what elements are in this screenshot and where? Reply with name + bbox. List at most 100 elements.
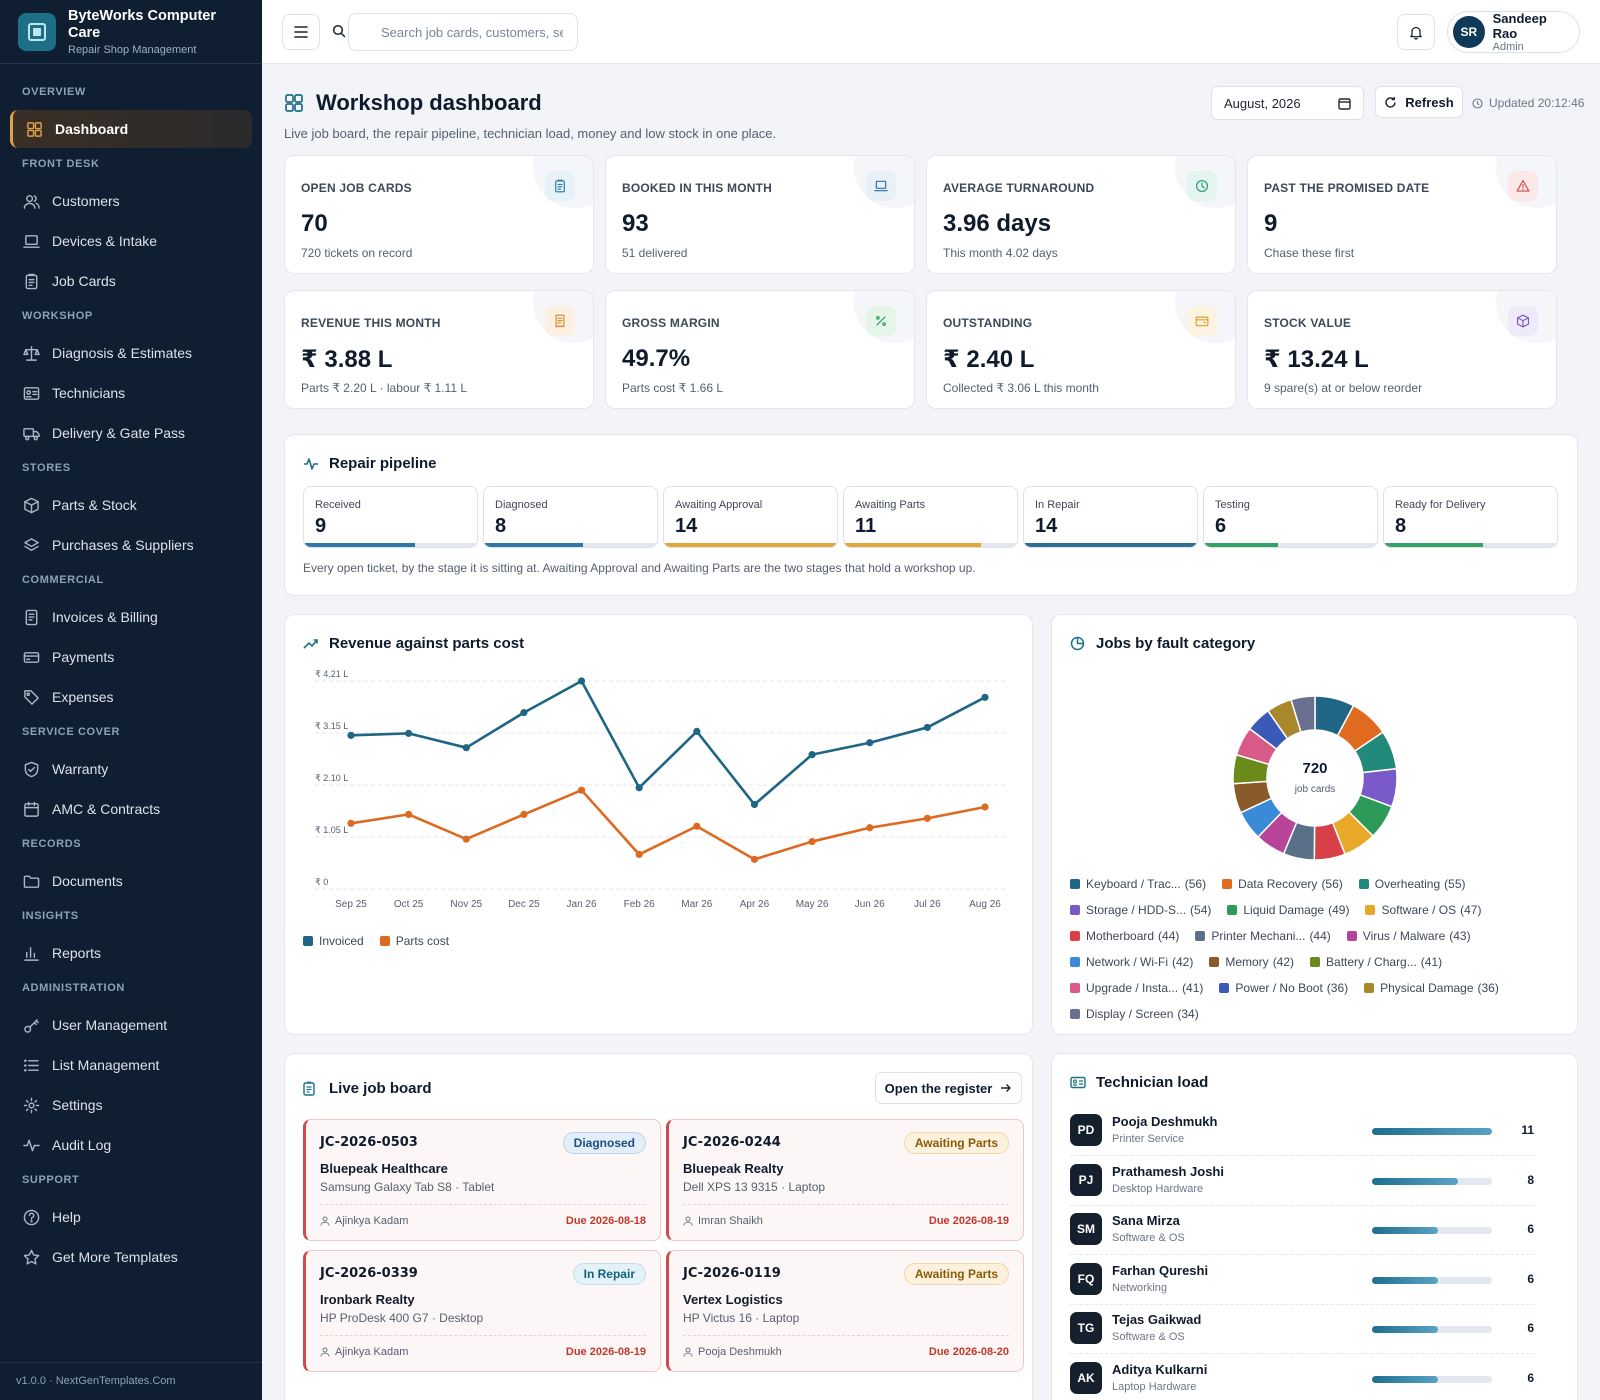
- data-point[interactable]: [405, 810, 413, 818]
- sidebar-item-settings[interactable]: Settings: [10, 1086, 252, 1124]
- pipeline-stage[interactable]: Awaiting Approval 14: [663, 486, 838, 548]
- job-device: Samsung Galaxy Tab S8 · Tablet: [320, 1180, 495, 1194]
- kpi-value: ₹ 3.88 L: [301, 346, 393, 373]
- data-point[interactable]: [750, 855, 759, 863]
- revenue-line-chart: ₹ 0 ₹ 1.05 L ₹ 2.10 L ₹ 3.15 L ₹ 4.21 L Sep 2…: [315, 669, 1007, 910]
- technician-row[interactable]: PJ Prathamesh Joshi Desktop Hardware 8: [1070, 1156, 1534, 1206]
- data-point[interactable]: [923, 723, 931, 732]
- sidebar-item-reports[interactable]: Reports: [10, 934, 252, 972]
- menu-toggle-button[interactable]: [282, 14, 320, 50]
- kpi-value: 3.96 days: [943, 210, 1052, 237]
- legend-swatch: [1195, 931, 1206, 941]
- data-point[interactable]: [347, 819, 355, 827]
- pipeline-title: Repair pipeline: [329, 455, 437, 472]
- month-picker[interactable]: August, 2026: [1211, 86, 1364, 120]
- data-point[interactable]: [750, 800, 759, 809]
- job-device: Dell XPS 13 9315 · Laptop: [683, 1180, 826, 1194]
- pipeline-stage[interactable]: Diagnosed 8: [483, 486, 658, 548]
- legend-label: Battery / Charg...: [1326, 955, 1417, 969]
- donut-center-value: 720: [1302, 760, 1327, 777]
- job-id: JC-2026-0503: [320, 1135, 418, 1150]
- data-point[interactable]: [635, 850, 643, 859]
- legend-swatch: [379, 936, 390, 946]
- sidebar-item-expenses[interactable]: Expenses: [10, 678, 252, 716]
- user-menu[interactable]: SR Sandeep Rao Admin: [1447, 11, 1580, 53]
- legend-item: Physical Damage (36): [1364, 975, 1499, 1001]
- data-point[interactable]: [981, 693, 989, 701]
- sidebar-item-dashboard[interactable]: Dashboard: [10, 110, 252, 148]
- x-tick-label: Apr 26: [740, 899, 770, 910]
- sidebar-item-customers[interactable]: Customers: [10, 182, 252, 220]
- data-point[interactable]: [693, 822, 701, 830]
- technician-row[interactable]: TG Tejas Gaikwad Software & OS 6: [1070, 1304, 1534, 1354]
- data-point[interactable]: [405, 729, 413, 737]
- search-input[interactable]: [348, 13, 578, 51]
- technician-row[interactable]: PD Pooja Deshmukh Printer Service 11: [1070, 1106, 1534, 1156]
- data-point[interactable]: [577, 786, 586, 794]
- trend-icon: [303, 638, 318, 649]
- sidebar-item-audit-log[interactable]: Audit Log: [10, 1126, 252, 1164]
- notifications-button[interactable]: [1397, 14, 1435, 50]
- technician-row[interactable]: FQ Farhan Qureshi Networking 6: [1070, 1255, 1534, 1305]
- legend-swatch: [1070, 983, 1080, 993]
- data-point[interactable]: [347, 731, 355, 739]
- sidebar-item-user-management[interactable]: User Management: [10, 1006, 252, 1044]
- sidebar-item-delivery-gate-pass[interactable]: Delivery & Gate Pass: [10, 414, 252, 452]
- data-point[interactable]: [866, 739, 874, 747]
- sidebar-item-invoices-billing[interactable]: Invoices & Billing: [10, 598, 252, 636]
- donut-slice[interactable]: [1290, 695, 1316, 734]
- sidebar-item-technicians[interactable]: Technicians: [10, 374, 252, 412]
- pipeline-stage[interactable]: Awaiting Parts 11: [843, 486, 1018, 548]
- sidebar-item-purchases-suppliers[interactable]: Purchases & Suppliers: [10, 526, 252, 564]
- sidebar-item-payments[interactable]: Payments: [10, 638, 252, 676]
- x-tick-label: Mar 26: [681, 899, 713, 910]
- load-bar-track: [1372, 1326, 1492, 1333]
- data-point[interactable]: [808, 837, 816, 846]
- data-point[interactable]: [866, 824, 874, 832]
- data-point[interactable]: [577, 677, 586, 685]
- sidebar-item-devices-intake[interactable]: Devices & Intake: [10, 222, 252, 260]
- refresh-button[interactable]: Refresh: [1375, 86, 1463, 118]
- data-point[interactable]: [520, 810, 528, 818]
- star-icon: [22, 1248, 40, 1266]
- x-tick-label: Nov 25: [450, 899, 482, 910]
- legend-item: Invoiced: [303, 928, 364, 954]
- job-card[interactable]: JC-2026-0503 Diagnosed Bluepeak Healthcare…: [303, 1119, 661, 1241]
- data-point[interactable]: [981, 803, 989, 811]
- pipeline-stage[interactable]: In Repair 14: [1023, 486, 1198, 548]
- job-card[interactable]: JC-2026-0244 Awaiting Parts Bluepeak Realt…: [666, 1119, 1024, 1241]
- job-card[interactable]: JC-2026-0339 In Repair Ironbark Realty HP P…: [303, 1250, 661, 1372]
- sidebar-item-job-cards[interactable]: Job Cards: [10, 262, 252, 300]
- open-register-button[interactable]: Open the register: [875, 1072, 1022, 1104]
- legend-swatch: [303, 936, 313, 946]
- technician-row[interactable]: AK Aditya Kulkarni Laptop Hardware 6: [1070, 1354, 1534, 1400]
- pipeline-stage[interactable]: Ready for Delivery 8: [1383, 486, 1558, 548]
- data-point[interactable]: [693, 727, 701, 735]
- job-device: HP ProDesk 400 G7 · Desktop: [320, 1311, 484, 1325]
- sidebar-item-parts-stock[interactable]: Parts & Stock: [10, 486, 252, 524]
- sidebar-item-help[interactable]: Help: [10, 1198, 252, 1236]
- data-point[interactable]: [520, 709, 528, 717]
- sidebar-item-warranty[interactable]: Warranty: [10, 750, 252, 788]
- pipeline-stage[interactable]: Testing 6: [1203, 486, 1378, 548]
- data-point[interactable]: [462, 835, 470, 843]
- job-card[interactable]: JC-2026-0119 Awaiting Parts Vertex Logisti…: [666, 1250, 1024, 1372]
- sidebar-item-amc-contracts[interactable]: AMC & Contracts: [10, 790, 252, 828]
- sidebar-item-diagnosis-estimates[interactable]: Diagnosis & Estimates: [10, 334, 252, 372]
- data-point[interactable]: [462, 744, 470, 752]
- sidebar-item-list-management[interactable]: List Management: [10, 1046, 252, 1084]
- pipeline-stage[interactable]: Received 9: [303, 486, 478, 548]
- kpi-label: Open job cards: [301, 181, 412, 195]
- technician-row[interactable]: SM Sana Mirza Software & OS 6: [1070, 1205, 1534, 1255]
- x-tick-label: Oct 25: [394, 899, 424, 910]
- job-count: 11: [1521, 1123, 1534, 1137]
- sidebar-item-label: Purchases & Suppliers: [52, 537, 194, 553]
- sidebar-item-documents[interactable]: Documents: [10, 862, 252, 900]
- sidebar-item-label: Reports: [52, 945, 102, 961]
- refresh-icon: [1385, 96, 1396, 108]
- data-point[interactable]: [808, 751, 816, 759]
- data-point[interactable]: [635, 784, 643, 792]
- legend-swatch: [1209, 957, 1220, 967]
- sidebar-item-get-more-templates[interactable]: Get More Templates: [10, 1238, 252, 1276]
- data-point[interactable]: [923, 814, 931, 822]
